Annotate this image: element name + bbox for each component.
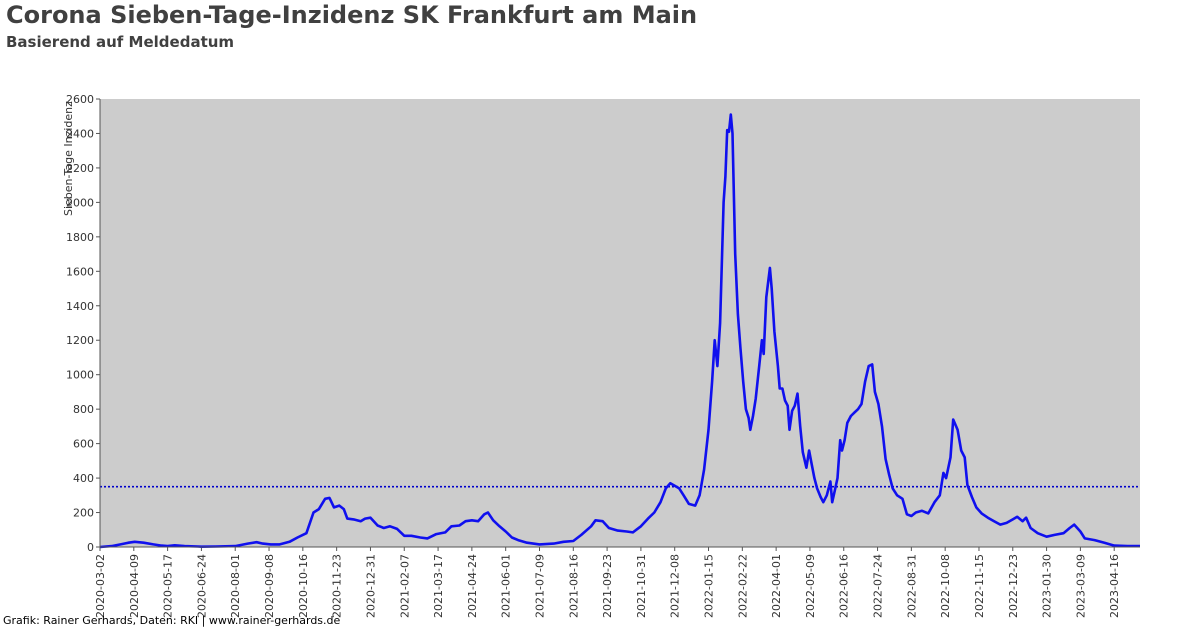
x-tick-label: 2020-03-02 — [94, 554, 107, 618]
x-tick-label: 2020-10-16 — [297, 554, 310, 618]
x-tick-label: 2023-03-09 — [1074, 554, 1087, 618]
x-tick-label: 2022-11-15 — [973, 554, 986, 618]
plot-area — [100, 99, 1140, 547]
x-tick-label: 2022-08-31 — [905, 554, 918, 618]
x-tick-label: 2020-09-08 — [263, 554, 276, 618]
x-tick-label: 2021-07-09 — [533, 554, 546, 618]
x-tick-label: 2022-04-01 — [770, 554, 783, 618]
footer-credit: Grafik: Rainer Gerhards, Daten: RKI | ww… — [3, 614, 341, 627]
y-tick-label: 800 — [73, 403, 94, 416]
x-tick-label: 2022-02-22 — [736, 554, 749, 618]
x-tick-label: 2022-07-24 — [872, 554, 885, 618]
y-axis: 0 200 400 600 800 1000 1200 1400 1600 1800 2000 220… — [66, 93, 100, 554]
x-tick-label: 2020-04-09 — [128, 554, 141, 618]
x-tick-label: 2020-08-01 — [229, 554, 242, 618]
x-tick-label: 2022-01-15 — [703, 554, 716, 618]
y-tick-label: 2400 — [66, 127, 94, 140]
x-tick-label: 2020-05-17 — [162, 554, 175, 618]
y-tick-label: 0 — [87, 541, 94, 554]
y-tick-label: 2200 — [66, 162, 94, 175]
x-tick-label: 2020-12-31 — [364, 554, 377, 618]
x-tick-label: 2020-11-23 — [331, 554, 344, 618]
x-tick-label: 2022-06-16 — [838, 554, 851, 618]
x-tick-label: 2021-08-16 — [567, 554, 580, 618]
series-line — [99, 113, 1140, 549]
x-tick-label: 2020-06-24 — [195, 554, 208, 618]
x-tick-label: 2021-09-23 — [601, 554, 614, 618]
x-tick-label: 2021-03-17 — [432, 554, 445, 618]
y-axis-label: Sieben-Tage Inzidenz — [62, 101, 75, 216]
y-tick-label: 1200 — [66, 334, 94, 347]
x-tick-label: 2021-10-31 — [635, 554, 648, 618]
y-tick-label: 2000 — [66, 196, 94, 209]
y-tick-label: 1600 — [66, 265, 94, 278]
x-tick-label: 2021-12-08 — [669, 554, 682, 618]
x-tick-label: 2022-10-08 — [939, 554, 952, 618]
y-tick-label: 1000 — [66, 369, 94, 382]
x-tick-label: 2021-02-07 — [398, 554, 411, 618]
y-tick-label: 1400 — [66, 300, 94, 313]
x-tick-label: 2022-05-09 — [804, 554, 817, 618]
y-tick-label: 400 — [73, 472, 94, 485]
x-axis: 2020-03-02 2020-04-09 2020-05-17 2020-06-24… — [94, 547, 1121, 618]
x-tick-label: 2023-04-16 — [1108, 554, 1121, 618]
y-tick-label: 200 — [73, 507, 94, 520]
y-tick-label: 600 — [73, 438, 94, 451]
y-tick-label: 1800 — [66, 231, 94, 244]
x-tick-label: 2023-01-30 — [1041, 554, 1054, 618]
chart-title: Corona Sieben-Tage-Inzidenz SK Frankfurt… — [6, 1, 698, 29]
x-tick-label: 2022-12-23 — [1007, 554, 1020, 618]
chart-subtitle: Basierend auf Meldedatum — [6, 33, 235, 51]
y-tick-label: 2600 — [66, 93, 94, 106]
x-tick-label: 2021-04-24 — [466, 554, 479, 618]
x-tick-label: 2021-06-01 — [500, 554, 513, 618]
